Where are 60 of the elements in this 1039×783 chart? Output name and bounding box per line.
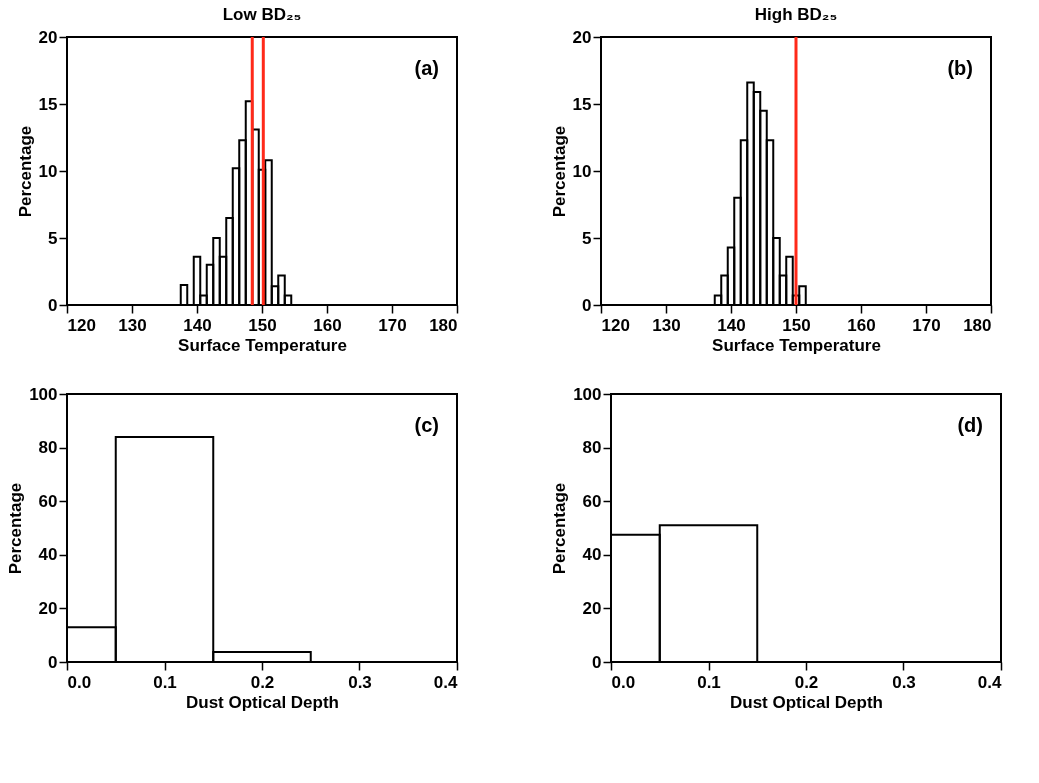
- x-tick-label: 0.3: [892, 672, 916, 692]
- x-tick-label: 0.4: [977, 672, 1003, 692]
- x-tick-label: 160: [313, 315, 342, 335]
- x-tick-label: 180: [963, 315, 992, 335]
- x-tick-label: 130: [118, 315, 147, 335]
- chart-title: Low BD₂₅: [222, 5, 302, 24]
- x-tick-label: 130: [652, 315, 681, 335]
- y-tick-label: 10: [572, 161, 592, 181]
- y-tick-label: 0: [582, 295, 592, 315]
- y-tick-label: 0: [592, 652, 602, 672]
- y-tick-label: 100: [29, 384, 58, 404]
- x-axis-title: Surface Temperature: [178, 335, 347, 355]
- annotation: (c): [414, 414, 439, 436]
- y-tick-label: 100: [573, 384, 602, 404]
- x-tick-label: 160: [847, 315, 876, 335]
- x-tick-label: 0.3: [348, 672, 372, 692]
- y-tick-label: 5: [48, 228, 58, 248]
- x-tick-label: 170: [912, 315, 941, 335]
- x-tick-label: 0.2: [794, 672, 819, 692]
- x-tick-label: 140: [717, 315, 746, 335]
- annotation: (a): [414, 57, 439, 79]
- y-tick-label: 60: [582, 491, 602, 511]
- y-tick-label: 80: [582, 438, 602, 458]
- y-tick-label: 20: [38, 598, 58, 618]
- y-tick-label: 40: [582, 545, 602, 565]
- x-axis-title: Surface Temperature: [712, 335, 881, 355]
- y-axis-title: Percentage: [15, 125, 35, 218]
- y-tick-label: 0: [48, 652, 58, 672]
- x-tick-label: 120: [67, 315, 96, 335]
- y-tick-label: 40: [38, 545, 58, 565]
- annotation: (b): [947, 57, 973, 79]
- x-tick-label: 150: [248, 315, 277, 335]
- x-tick-label: 180: [429, 315, 458, 335]
- y-axis-title: Percentage: [6, 482, 26, 575]
- x-tick-label: 0.4: [433, 672, 459, 692]
- chart-title: High BD₂₅: [754, 5, 838, 24]
- x-tick-label: 170: [378, 315, 407, 335]
- y-tick-label: 15: [38, 94, 58, 114]
- x-axis-title: Dust Optical Depth: [185, 692, 340, 712]
- y-tick-label: 5: [582, 228, 592, 248]
- x-tick-label: 0.1: [153, 672, 177, 692]
- y-tick-label: 20: [572, 27, 592, 47]
- annotation: (d): [957, 414, 983, 436]
- x-tick-label: 150: [782, 315, 811, 335]
- x-tick-label: 0.0: [611, 672, 636, 692]
- x-tick-label: 0.1: [697, 672, 721, 692]
- x-tick-label: 120: [601, 315, 630, 335]
- x-axis-title: Dust Optical Depth: [729, 692, 884, 712]
- y-axis-title: Percentage: [550, 482, 570, 575]
- x-tick-label: 0.2: [250, 672, 275, 692]
- y-tick-label: 20: [582, 598, 602, 618]
- y-tick-label: 10: [38, 161, 58, 181]
- x-tick-label: 0.0: [67, 672, 92, 692]
- y-tick-label: 20: [38, 27, 58, 47]
- y-tick-label: 15: [572, 94, 592, 114]
- y-tick-label: 0: [48, 295, 58, 315]
- y-tick-label: 60: [38, 491, 58, 511]
- x-tick-label: 140: [183, 315, 212, 335]
- y-tick-label: 80: [38, 438, 58, 458]
- y-axis-title: Percentage: [549, 125, 569, 218]
